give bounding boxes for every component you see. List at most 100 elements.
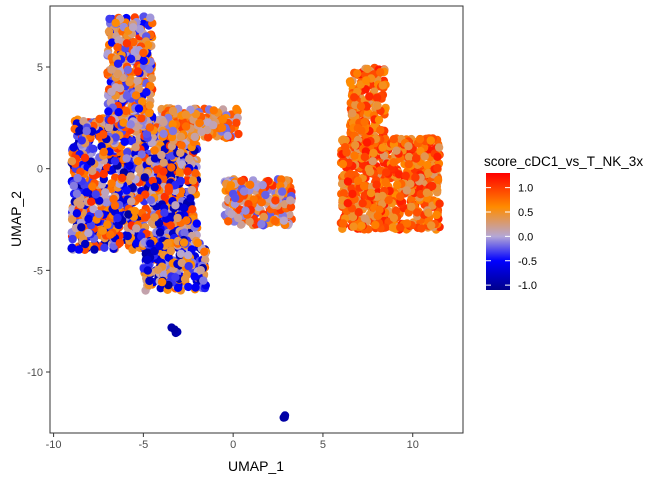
data-point — [188, 205, 197, 214]
data-point — [191, 169, 200, 178]
data-point — [239, 187, 249, 196]
data-point — [406, 179, 415, 188]
x-tick-label: 5 — [320, 439, 326, 451]
data-point — [113, 43, 122, 52]
data-point — [209, 106, 218, 115]
data-point — [107, 87, 116, 97]
data-point — [353, 176, 363, 185]
data-point — [200, 247, 209, 256]
data-point — [404, 142, 413, 151]
data-point — [123, 231, 132, 241]
x-axis-title: UMAP_1 — [228, 458, 284, 474]
data-point — [339, 219, 348, 228]
data-point — [115, 238, 125, 248]
data-point — [154, 219, 164, 228]
legend-title: score_cDC1_vs_T_NK_3x — [484, 154, 643, 169]
data-point — [396, 192, 405, 201]
data-point — [159, 129, 168, 138]
data-point — [175, 168, 184, 177]
data-point — [104, 27, 114, 36]
data-point — [160, 208, 169, 217]
data-point — [417, 224, 426, 233]
data-point — [237, 176, 246, 186]
data-point — [117, 173, 127, 183]
data-point — [350, 93, 359, 102]
data-point — [129, 37, 138, 47]
data-point — [179, 204, 189, 213]
data-point — [133, 76, 142, 86]
data-point — [246, 180, 255, 189]
data-point — [103, 220, 112, 229]
data-point — [393, 180, 402, 190]
data-point — [107, 116, 116, 125]
data-point — [146, 196, 156, 205]
data-point — [111, 18, 120, 28]
data-point — [376, 126, 385, 135]
data-point — [79, 117, 88, 126]
data-point — [153, 265, 163, 274]
data-point — [75, 126, 84, 135]
data-point — [378, 191, 387, 201]
data-point — [188, 176, 198, 185]
data-point — [99, 147, 109, 157]
data-point — [433, 163, 442, 173]
data-point — [132, 224, 141, 233]
data-point — [86, 157, 96, 166]
data-point — [77, 223, 86, 232]
legend-break-label: -0.5 — [518, 256, 537, 268]
data-point — [365, 167, 375, 177]
data-point — [140, 213, 150, 222]
y-tick-label: -10 — [27, 367, 43, 379]
data-point — [125, 161, 134, 170]
data-point — [402, 219, 412, 228]
data-point — [145, 101, 154, 110]
data-point — [105, 14, 114, 24]
data-point — [123, 65, 133, 75]
data-point — [234, 129, 243, 139]
data-point — [139, 56, 148, 65]
data-point — [146, 239, 155, 248]
data-point — [423, 160, 432, 170]
data-point — [87, 197, 96, 206]
y-axis-title: UMAP_2 — [8, 191, 24, 247]
data-point — [82, 188, 91, 197]
data-point — [348, 212, 358, 222]
data-point — [415, 134, 425, 144]
data-point — [84, 214, 93, 224]
data-point — [389, 135, 398, 144]
data-point — [407, 202, 416, 211]
data-point — [150, 154, 160, 163]
data-point — [164, 183, 173, 192]
legend-break-label: 0.0 — [518, 231, 533, 243]
data-point — [217, 123, 227, 132]
data-point — [245, 217, 254, 226]
data-point — [346, 79, 355, 88]
data-point — [257, 219, 266, 229]
data-point — [145, 276, 154, 286]
data-point — [107, 179, 116, 188]
data-point — [412, 154, 421, 163]
data-point — [133, 157, 143, 166]
data-point — [150, 146, 159, 155]
data-point — [404, 152, 414, 162]
x-tick-label: 10 — [407, 439, 419, 451]
data-point — [241, 206, 250, 215]
data-point — [277, 175, 286, 184]
data-point — [195, 118, 204, 128]
data-point — [407, 195, 416, 204]
data-point — [95, 114, 104, 124]
data-point — [183, 167, 192, 176]
legend-colorbar — [486, 173, 510, 290]
data-point — [257, 198, 266, 207]
data-point — [357, 221, 366, 230]
data-point — [372, 180, 381, 189]
data-point — [422, 188, 432, 197]
data-point — [168, 106, 178, 116]
x-tick-label: -10 — [46, 439, 62, 451]
data-point — [166, 221, 175, 230]
data-point — [69, 143, 78, 152]
data-point — [218, 115, 227, 124]
data-point — [122, 39, 132, 48]
data-point — [152, 165, 162, 174]
